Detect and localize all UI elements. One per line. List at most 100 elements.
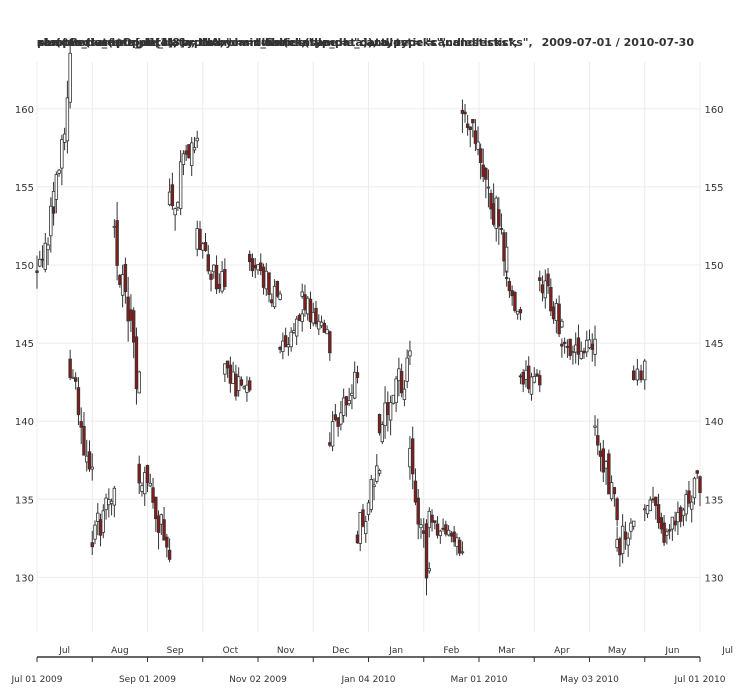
candle-body-down — [239, 379, 244, 386]
candle-body-down — [214, 264, 219, 290]
candle-body-up — [242, 386, 246, 389]
y-tick-label-left: 155 — [15, 183, 34, 194]
month-label: Jun — [664, 646, 679, 656]
candle-body-down — [87, 451, 92, 470]
candle-body-up — [391, 394, 396, 404]
candle-body-down — [424, 523, 429, 579]
candle-body-down — [261, 266, 266, 288]
candle-body-up — [46, 244, 50, 251]
candle-body-up — [176, 201, 180, 208]
candle-body-up — [369, 479, 373, 510]
candle-body-up — [388, 402, 393, 421]
candle-body-up — [375, 465, 379, 482]
candle-body-down — [576, 337, 581, 355]
candle-body-down — [662, 522, 666, 543]
candle-body-down — [678, 507, 683, 522]
candle-body-down — [259, 262, 263, 272]
candle-body-up — [178, 161, 183, 209]
date-axis-label: Jan 04 2010 — [341, 675, 396, 685]
candle-body-down — [328, 331, 332, 354]
candle-body-up — [68, 52, 72, 103]
candle-body-up — [427, 568, 431, 572]
candle-body-up — [231, 371, 235, 384]
candle-body-up — [90, 466, 94, 470]
candle-body-down — [76, 387, 81, 416]
candle-body-up — [573, 344, 578, 353]
candle-body-down — [82, 425, 86, 456]
candle-body-up — [306, 297, 310, 315]
candle-body-up — [54, 174, 59, 200]
candle-body-up — [587, 339, 592, 349]
candle-body-up — [629, 522, 633, 532]
candle-body-down — [344, 396, 349, 406]
month-label: Mar — [498, 646, 515, 656]
candle-body-down — [118, 275, 122, 285]
candle-body-up — [609, 482, 614, 500]
candle-body-down — [596, 435, 600, 446]
candle-body-up — [220, 270, 224, 292]
candle-body-up — [317, 320, 321, 330]
candle-body-down — [568, 338, 572, 356]
candle-body-up — [635, 368, 640, 381]
candle-body-down — [361, 509, 365, 527]
candle-body-up — [85, 455, 89, 463]
candle-body-down — [562, 341, 567, 344]
candle-body-up — [49, 205, 53, 237]
candle-body-down — [639, 370, 643, 381]
month-label: Jul — [58, 646, 70, 656]
candle-body-down — [538, 277, 542, 281]
y-tick-label-left: 130 — [15, 573, 34, 584]
candle-body-down — [549, 286, 553, 312]
candle-body-up — [339, 412, 343, 425]
candle-body-down — [328, 442, 332, 446]
candle-body-down — [654, 496, 658, 506]
candle-body-down — [478, 148, 483, 164]
candle-body-up — [366, 502, 371, 516]
y-tick-label-right: 150 — [704, 261, 723, 272]
candle-body-up — [377, 470, 382, 474]
candle-body-up — [486, 186, 491, 189]
candle-body-up — [593, 338, 597, 355]
candle-body-down — [253, 264, 257, 269]
candle-body-up — [148, 482, 152, 487]
candle-body-down — [651, 498, 655, 501]
candle-body-down — [126, 296, 130, 322]
candle-body-up — [159, 514, 164, 525]
candle-body-down — [615, 498, 619, 521]
candle-body-up — [643, 360, 647, 381]
candle-body-down — [154, 496, 158, 520]
candle-body-down — [521, 371, 525, 385]
candle-body-up — [272, 285, 277, 308]
candle-body-up — [173, 208, 177, 216]
candle-body-up — [690, 501, 694, 510]
candle-body-down — [399, 371, 404, 394]
month-label: Oct — [223, 646, 239, 656]
candle-body-up — [446, 529, 451, 536]
candle-body-up — [281, 340, 285, 352]
candle-body-up — [311, 312, 315, 324]
y-tick-label-right: 155 — [704, 183, 723, 194]
candle-body-down — [518, 309, 523, 314]
candle-body-down — [248, 253, 252, 263]
candle-body-down — [513, 292, 517, 311]
candle-body-up — [347, 400, 351, 405]
candle-body-down — [484, 168, 488, 180]
candle-body-down — [275, 281, 280, 297]
chart-title-layer-1: xts(candle_data[, 1:4], order.by = index… — [37, 36, 518, 49]
candle-body-up — [167, 191, 172, 206]
date-axis-label: Nov 02 2009 — [229, 675, 287, 685]
candle-body-up — [515, 310, 520, 315]
candle-body-down — [659, 517, 664, 530]
candle-body-down — [695, 470, 699, 474]
candle-body-up — [615, 539, 619, 548]
candle-body-down — [473, 130, 478, 144]
candle-body-down — [551, 306, 556, 320]
candle-body-up — [532, 376, 536, 383]
candle-body-up — [684, 494, 688, 515]
y-tick-label-left: 160 — [15, 105, 34, 116]
candle-body-up — [245, 384, 249, 393]
candle-body-down — [457, 539, 462, 554]
candle-body-down — [565, 345, 570, 348]
candle-body-up — [408, 447, 412, 468]
candle-body-down — [449, 532, 454, 537]
